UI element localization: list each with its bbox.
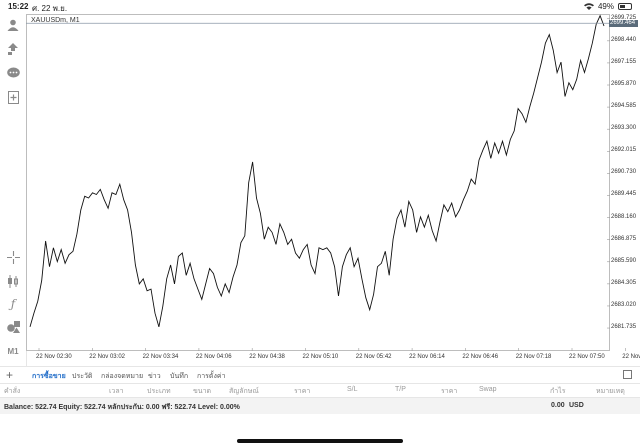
trade-columns: คำสั่ง เวลา ประเภท ขนาด สัญลักษณ์ ราคา S…	[0, 383, 640, 397]
home-indicator[interactable]	[237, 439, 403, 443]
chart-symbol: XAUUSDm, M1	[31, 17, 80, 24]
status-date: ศ. 22 พ.ย.	[32, 4, 68, 13]
crosshair-icon[interactable]	[6, 250, 20, 264]
time-tick-label: 22 Nov 07:18	[515, 354, 552, 360]
time-tick-label: 22 Nov 06:14	[409, 354, 445, 360]
time-tick-label: 22 Nov 03:34	[142, 354, 179, 360]
current-price-tag: 2699.464	[609, 19, 638, 27]
chart-frame[interactable]: XAUUSDm, M1	[26, 14, 626, 351]
col-time[interactable]: เวลา	[109, 388, 124, 395]
candlestick-icon[interactable]	[6, 274, 20, 288]
col-price[interactable]: ราคา	[294, 388, 311, 395]
price-tick-label: 2684.305	[611, 279, 637, 286]
add-tab-button[interactable]: +	[6, 368, 14, 382]
time-tick-label: 22 Nov 05:10	[302, 354, 339, 360]
col-comment[interactable]: หมายเหตุ	[596, 388, 625, 395]
chart-area[interactable]: XAUUSDm, M1 2699.725 2698.440 2697.155 2695…	[26, 14, 640, 366]
total-profit: 0.00	[551, 402, 565, 409]
trade-arrow-icon[interactable]	[6, 42, 20, 56]
col-tp[interactable]: T/P	[395, 386, 406, 393]
price-tick-label: 2693.300	[611, 125, 637, 132]
wifi-icon	[583, 3, 594, 10]
price-tick-label: 2694.585	[611, 103, 637, 110]
panel-menu-icon[interactable]	[623, 370, 632, 379]
col-price-current[interactable]: ราคา	[441, 388, 458, 395]
col-profit[interactable]: กำไร	[550, 388, 566, 395]
chat-icon[interactable]	[6, 66, 20, 80]
timeframe-icon[interactable]: M1	[7, 346, 19, 356]
battery-icon	[618, 3, 632, 10]
tab-journal[interactable]: บันทึก	[170, 373, 189, 380]
balance-summary: Balance: 522.74 Equity: 522.74 หลักประกั…	[4, 404, 240, 411]
status-right: 49%	[583, 2, 632, 11]
time-tick-label: 22 Nov 05:42	[355, 354, 392, 360]
tab-mailbox[interactable]: กล่องจดหมาย	[101, 373, 144, 380]
col-symbol[interactable]: สัญลักษณ์	[229, 388, 259, 395]
price-chart[interactable]	[26, 14, 626, 351]
left-toolbar: ƒ M1	[0, 14, 27, 366]
add-document-icon[interactable]	[6, 90, 20, 104]
col-volume[interactable]: ขนาด	[193, 388, 212, 395]
time-tick-label: 22 Nov 06:46	[462, 354, 499, 360]
price-tick-label: 2681.735	[611, 324, 637, 331]
price-tick-label: 2699.725	[611, 14, 637, 21]
price-tick-label: 2683.020	[611, 301, 637, 308]
price-tick-label: 2686.875	[611, 235, 637, 242]
tab-history[interactable]: ประวัติ	[72, 373, 93, 380]
time-tick-label: 22 Nov 03:02	[89, 354, 125, 360]
price-tick-label: 2695.870	[611, 81, 637, 87]
time-tick-label: 22 Nov 04:06	[195, 354, 232, 360]
battery-percent: 49%	[597, 2, 614, 11]
price-tick-label: 2688.160	[611, 213, 637, 220]
time-tick-label: 22 Nov 07:50	[569, 354, 605, 360]
price-tick-label: 2685.590	[611, 257, 637, 264]
price-tick-label: 2697.155	[611, 58, 637, 65]
price-tick-label: 2692.015	[611, 147, 637, 154]
time-tick-label: 22 Nov 02:30	[36, 354, 72, 360]
account-currency: USD	[569, 402, 584, 409]
time-tick-label: 22 Nov 04:38	[249, 354, 285, 360]
price-line-series	[29, 14, 605, 328]
function-icon[interactable]: ƒ	[10, 297, 16, 311]
objects-icon[interactable]	[6, 320, 20, 334]
price-tick-label: 2698.440	[611, 36, 637, 43]
tab-news[interactable]: ข่าว	[148, 373, 161, 380]
status-bar: 15:22 ศ. 22 พ.ย. 49%	[0, 0, 640, 14]
price-tick-label: 2690.730	[611, 169, 637, 176]
col-sl[interactable]: S/L	[347, 386, 358, 393]
tab-trade[interactable]: การซื้อขาย	[32, 373, 66, 380]
terminal-tabs: + การซื้อขาย ประวัติ กล่องจดหมาย ข่าว บั…	[0, 366, 640, 384]
price-tick-label: 2689.445	[611, 191, 637, 198]
status-time: 15:22	[8, 2, 29, 11]
time-tick-label: 22 Nov 08:22	[622, 354, 640, 360]
col-swap[interactable]: Swap	[479, 386, 497, 393]
tab-settings[interactable]: การตั้งค่า	[197, 373, 226, 380]
col-type[interactable]: ประเภท	[147, 388, 171, 395]
account-icon[interactable]	[6, 18, 20, 32]
col-order[interactable]: คำสั่ง	[4, 388, 21, 395]
balance-row: Balance: 522.74 Equity: 522.74 หลักประกั…	[0, 397, 640, 414]
